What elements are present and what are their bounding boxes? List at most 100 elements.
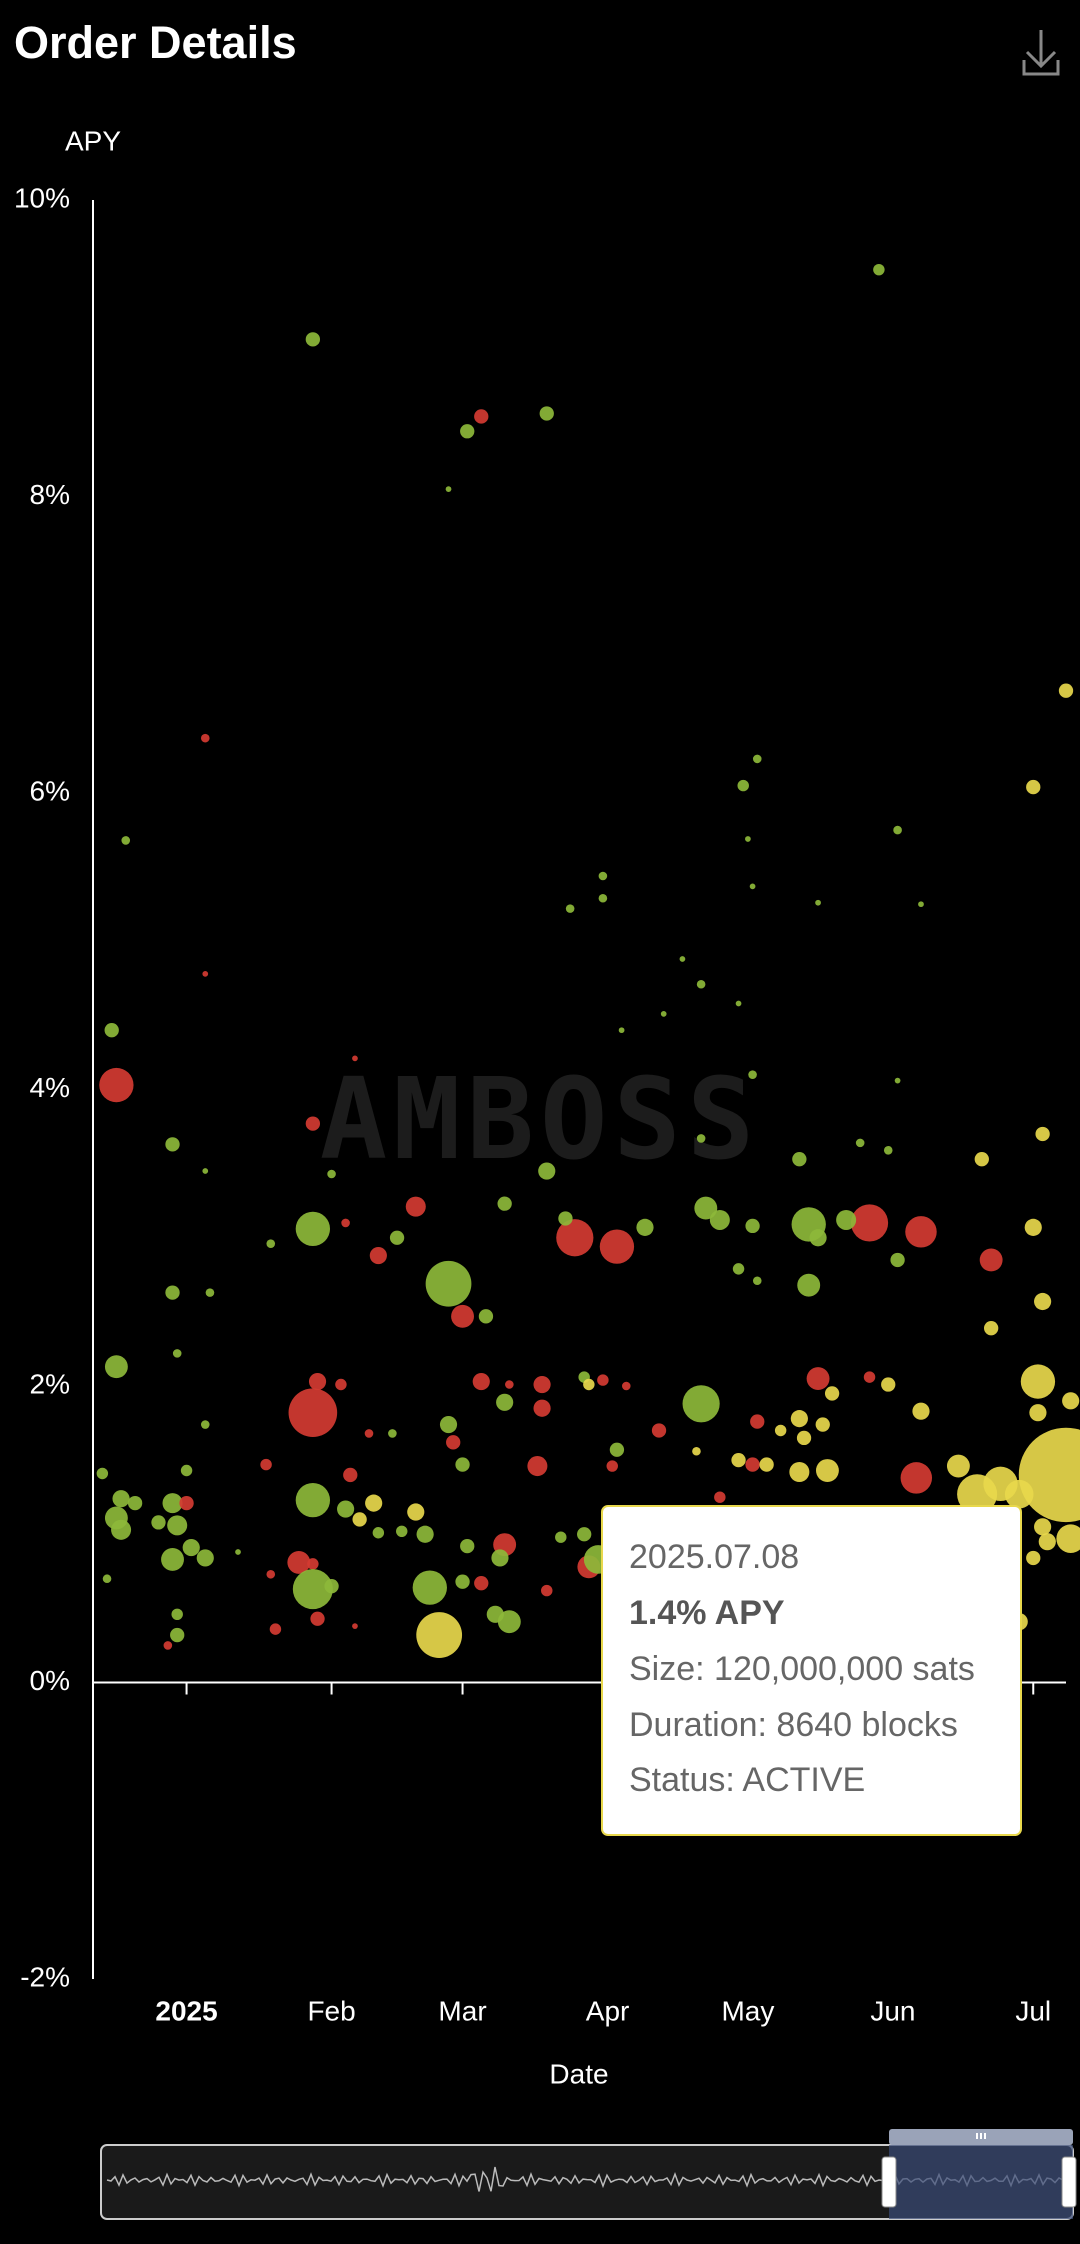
order-point — [737, 779, 749, 792]
order-point — [288, 1388, 338, 1437]
x-tick-label: Jul — [1015, 1995, 1051, 2026]
order-point — [372, 1527, 385, 1539]
order-point — [974, 1152, 989, 1167]
order-point — [752, 1276, 762, 1286]
order-point — [352, 1055, 358, 1062]
download-button[interactable] — [1022, 30, 1060, 76]
order-point — [806, 1367, 830, 1391]
order-point — [407, 1503, 425, 1521]
order-point — [692, 1446, 701, 1456]
order-point — [266, 1239, 276, 1248]
zoom-handle-left[interactable] — [881, 2156, 897, 2208]
x-tick-label: Apr — [586, 1995, 630, 2026]
order-point — [538, 1162, 556, 1180]
order-point — [979, 1248, 1003, 1272]
order-point — [389, 1230, 405, 1245]
order-point — [455, 1574, 470, 1589]
order-point — [369, 1246, 387, 1265]
order-point — [789, 1461, 810, 1482]
order-point — [1024, 1218, 1042, 1236]
order-point — [1062, 1392, 1080, 1410]
order-point — [863, 1371, 876, 1383]
order-point — [127, 1495, 143, 1511]
order-point — [165, 1285, 180, 1300]
order-point — [121, 836, 131, 845]
order-point — [555, 1531, 567, 1543]
order-point — [180, 1464, 193, 1477]
grip — [976, 2133, 986, 2139]
order-point — [1035, 1126, 1050, 1142]
order-point — [599, 1229, 635, 1264]
order-point — [752, 754, 762, 764]
order-point — [894, 1077, 901, 1084]
zoom-handle-right[interactable] — [1061, 2156, 1077, 2208]
order-point — [815, 899, 821, 906]
order-point — [460, 424, 475, 439]
order-point — [337, 1500, 355, 1518]
order-point — [151, 1515, 166, 1530]
order-point — [260, 1458, 272, 1471]
order-point — [96, 1467, 109, 1480]
order-point — [792, 1152, 807, 1167]
order-point — [341, 1218, 350, 1228]
y-tick-label: 6% — [30, 775, 70, 806]
order-point — [165, 1137, 180, 1152]
order-point — [102, 1574, 112, 1584]
order-point — [533, 1375, 551, 1394]
order-point — [558, 1211, 573, 1226]
order-point — [745, 1457, 760, 1472]
y-tick-label: 0% — [30, 1665, 70, 1696]
order-point — [565, 904, 575, 913]
order-point — [162, 1493, 183, 1514]
order-point — [112, 1490, 130, 1508]
order-point — [651, 1423, 667, 1438]
tooltip-apy: 1.4% APY — [629, 1594, 785, 1632]
order-point — [598, 893, 608, 903]
order-point — [412, 1570, 447, 1605]
order-point — [1018, 1427, 1080, 1523]
order-point — [577, 1527, 592, 1542]
order-point — [179, 1495, 194, 1511]
order-point — [163, 1641, 173, 1650]
tooltip: 2025.07.08 1.4% APY Size: 120,000,000 sa… — [601, 1505, 1022, 1836]
page-title: Order Details — [14, 17, 297, 68]
order-point — [824, 1386, 840, 1401]
order-point — [694, 1196, 718, 1220]
order-point — [759, 1457, 774, 1472]
order-point — [583, 1378, 595, 1391]
order-point — [497, 1196, 512, 1211]
order-point — [202, 971, 209, 977]
order-point — [748, 1070, 757, 1079]
order-point — [335, 1378, 347, 1391]
order-point — [745, 1218, 760, 1234]
order-point — [533, 1399, 551, 1417]
order-point — [890, 1252, 905, 1268]
order-point — [912, 1402, 930, 1420]
x-tick-label: 2025 — [155, 1995, 217, 2026]
zoom-window[interactable] — [889, 2145, 1073, 2219]
order-point — [796, 1430, 812, 1446]
order-point — [491, 1549, 509, 1567]
order-point — [609, 1442, 625, 1457]
download-icon — [1022, 30, 1060, 76]
order-point — [327, 1169, 336, 1179]
y-tick-label: 2% — [30, 1368, 70, 1399]
order-point — [732, 1263, 745, 1275]
order-point — [172, 1349, 182, 1358]
data-zoom[interactable] — [100, 2129, 1077, 2220]
order-point — [305, 1116, 321, 1131]
order-point — [292, 1569, 333, 1610]
order-point — [606, 1460, 618, 1472]
order-point — [396, 1525, 408, 1538]
order-point — [750, 1414, 765, 1429]
order-point — [1026, 1550, 1041, 1566]
order-point — [1034, 1292, 1052, 1311]
order-point — [324, 1578, 339, 1594]
order-point — [170, 1627, 185, 1643]
order-point — [836, 1209, 857, 1230]
order-point — [364, 1429, 374, 1438]
tooltip-status: Status: ACTIVE — [629, 1761, 865, 1799]
order-point — [307, 1558, 319, 1570]
